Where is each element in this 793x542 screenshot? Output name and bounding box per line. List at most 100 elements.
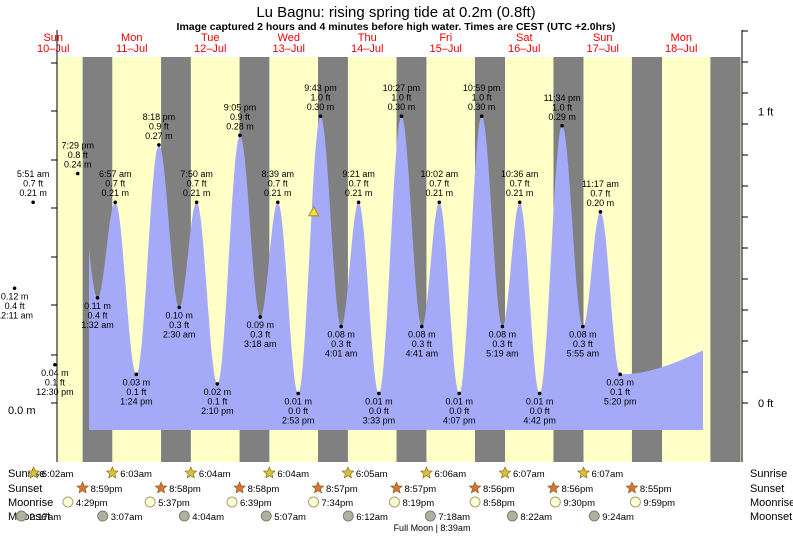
sunrise-time: 6:02am: [42, 469, 74, 480]
tide-label-high: 8:18 pm: [143, 112, 176, 122]
tide-point: [53, 362, 57, 367]
sunset-icon: [468, 481, 482, 494]
tide-label-low: 4:07 pm: [443, 415, 476, 425]
moonset-time: 9:24am: [602, 512, 634, 523]
tide-point: [618, 372, 622, 377]
day-date: 12–Jul: [194, 43, 226, 55]
sunset-label-left: Sunset: [8, 483, 42, 495]
tide-label-low: 0.1 ft: [207, 396, 228, 406]
tide-point: [113, 200, 118, 205]
day-name: Fri: [439, 32, 452, 44]
tide-label-low: 0.01 m: [445, 396, 473, 406]
tide-label-low: 0.3 ft: [250, 329, 271, 339]
tide-label-low: 0.3 ft: [169, 320, 190, 330]
sunrise-icon: [577, 466, 590, 479]
tide-label-high: 10:02 am: [421, 169, 459, 179]
tide-point: [75, 171, 80, 176]
tide-label-high: 1.0 ft: [552, 102, 573, 112]
tide-point: [95, 296, 100, 300]
tide-point: [31, 200, 35, 205]
day-name: Thu: [358, 32, 377, 44]
tide-label-low: 4:01 am: [325, 349, 358, 359]
sunrise-icon: [184, 466, 198, 479]
moonrise-icon: [549, 496, 561, 508]
tide-label-high: 10:59 pm: [463, 83, 501, 93]
tide-point: [275, 200, 280, 205]
moonset-icon: [342, 510, 354, 522]
day-name: Sat: [516, 32, 533, 44]
sunrise-icon: [498, 466, 512, 479]
tide-label-high: 7:29 pm: [61, 141, 94, 151]
tide-label-high: 0.24 m: [64, 160, 92, 170]
tide-label-high: 0.7 ft: [105, 179, 126, 189]
moonrise-label-left: Moonrise: [8, 497, 53, 509]
axes: 0.0 m 1 ft 0 ft: [8, 30, 773, 462]
moonset-time: 2:17am: [29, 512, 61, 523]
tide-label-low: 0.3 ft: [412, 339, 433, 349]
sunset-time: 8:56pm: [483, 484, 515, 495]
moonset-icon: [260, 510, 272, 522]
tide-label-high: 0.28 m: [226, 121, 254, 131]
tide-point: [479, 114, 484, 118]
tide-label-high: 0.9 ft: [149, 121, 170, 131]
tide-point: [437, 200, 442, 205]
day-labels: Sun10–JulMon11–JulTue12–JulWed13–JulThu1…: [37, 32, 697, 55]
moonrise-time: 7:34pm: [321, 498, 353, 509]
sunset-label-right: Sunset: [750, 483, 784, 495]
moonrise-icon: [144, 496, 156, 508]
tide-point: [598, 210, 603, 214]
tide-point: [258, 315, 263, 319]
moonrise-label-right: Moonrise: [750, 497, 793, 509]
tide-label-high: 1.0 ft: [472, 93, 493, 103]
tide-point: [194, 200, 199, 205]
tide-label-high: 0.29 m: [548, 112, 576, 122]
tide-label-low: 0.10 m: [165, 310, 193, 320]
tide-label-low: 5:20 pm: [604, 396, 637, 406]
right-axis-label: 1 ft: [758, 107, 773, 119]
moonrise-time: 8:19pm: [402, 498, 434, 509]
tide-point: [457, 391, 462, 396]
tide-point: [517, 200, 522, 205]
tide-label-low: 2:30 am: [163, 329, 196, 339]
sunrise-icon: [105, 466, 119, 479]
moonrise-time: 4:29pm: [76, 498, 108, 509]
sunset-time: 8:57pm: [326, 484, 358, 495]
tide-curve: [89, 116, 703, 430]
moonset-icon: [178, 510, 190, 522]
moonrise-icon: [629, 496, 641, 508]
tide-label-high: 0.21 m: [19, 188, 47, 198]
tide-label-high: 0.21 m: [345, 188, 373, 198]
sunset-time: 8:56pm: [561, 484, 593, 495]
sunset-time: 8:58pm: [169, 484, 201, 495]
tide-point: [377, 391, 381, 396]
tide-label-high: 0.30 m: [388, 102, 416, 112]
tide-label-high: 0.21 m: [506, 188, 534, 198]
tide-label-high: 5:51 am: [17, 169, 50, 179]
chart-subtitle: Image captured 2 hours and 4 minutes bef…: [177, 21, 616, 33]
sunrise-icon: [262, 466, 276, 479]
tide-label-low: 0.0 ft: [369, 406, 390, 416]
tide-label-low: 0.03 m: [123, 377, 151, 387]
tide-label-low: 0.12 m: [1, 291, 29, 301]
tide-label-high: 0.7 ft: [349, 179, 370, 189]
moonrise-time: 6:39pm: [240, 498, 272, 509]
moonset-time: 7:18am: [438, 512, 470, 523]
sunrise-time: 6:07am: [513, 469, 545, 480]
tide-label-low: 0.01 m: [284, 396, 312, 406]
tide-label-low: 4:42 pm: [523, 415, 556, 425]
tide-label-high: 0.7 ft: [187, 179, 208, 189]
tide-label-high: 11:34 pm: [544, 93, 581, 103]
tide-label-low: 5:19 am: [486, 349, 519, 359]
moonrise-icon: [226, 496, 238, 508]
tide-label-low: 0.02 m: [204, 387, 232, 397]
moonrise-icon: [62, 496, 74, 508]
sunrise-time: 6:03am: [120, 469, 152, 480]
sunset-time: 8:55pm: [640, 484, 672, 495]
sunset-icon: [311, 481, 325, 494]
tide-label-low: 3:33 pm: [363, 415, 396, 425]
tide-label-high: 0.21 m: [101, 188, 129, 198]
left-axis-label: 0.0 m: [8, 405, 36, 417]
chart-title: Lu Bagnu: rising spring tide at 0.2m (0.…: [256, 4, 535, 21]
tide-label-high: 0.9 ft: [230, 112, 251, 122]
day-name: Sun: [43, 32, 63, 44]
